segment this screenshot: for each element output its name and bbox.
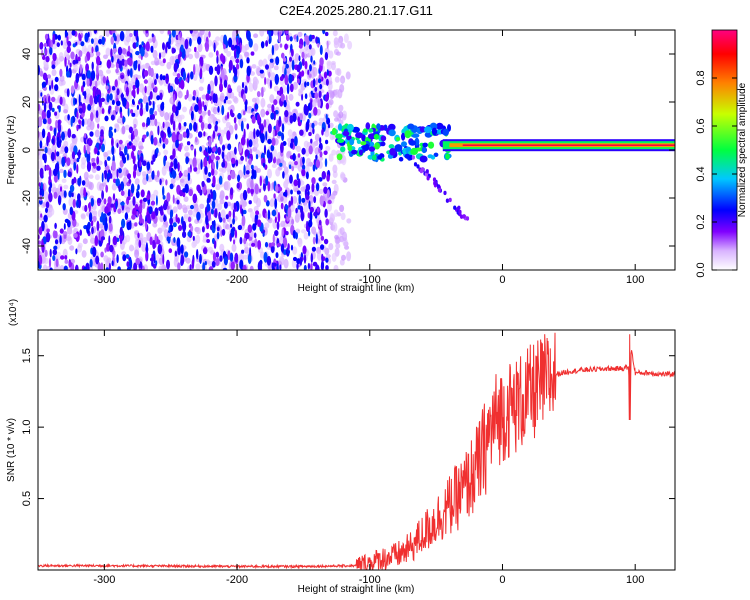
spectrogram-x-tick-label: -300 (93, 274, 115, 286)
colorbar: 0.0 0.2 0.4 0.6 0.8 Normalized spectral ampl… (695, 29, 748, 278)
colorbar-ticks: 0.0 0.2 0.4 0.6 0.8 (695, 70, 737, 278)
snr-x-ticks: -300 -200 -100 0 100 (93, 330, 644, 586)
colorbar-tick-label: 0.6 (695, 118, 707, 133)
snr-x-label: Height of straight line (km) (298, 584, 415, 595)
spectrogram-y-ticks: -40 -20 0 20 40 (21, 48, 675, 254)
spectrogram-y-tick-label: 20 (21, 96, 33, 108)
snr-x-tick-label: -300 (93, 574, 115, 586)
snr-y-tick-label: 0.5 (21, 491, 33, 506)
spectrogram-marks (38, 30, 675, 270)
spectrogram-y-tick-label: 40 (21, 48, 33, 60)
spectrogram-x-ticks: -300 -200 -100 0 100 (93, 30, 644, 286)
colorbar-gradient (711, 29, 738, 271)
snr-x-tick-label: -200 (226, 574, 248, 586)
snr-x-tick-label: 100 (626, 574, 644, 586)
spectrogram-y-tick-label: 0 (21, 147, 33, 153)
colorbar-tick-label: 0.2 (695, 214, 707, 229)
snr-y-ticks: 0.5 1.0 1.5 (21, 348, 675, 506)
colorbar-tick-label: 0.0 (695, 262, 707, 277)
spectrogram-y-tick-label: -20 (21, 190, 33, 206)
snr-plot-area (38, 330, 675, 570)
snr-y-tick-label: 1.0 (21, 419, 33, 434)
snr-y-label: SNR (10 * v/v) (6, 418, 17, 482)
colorbar-tick-label: 0.4 (695, 166, 707, 181)
snr-series-line (38, 332, 675, 570)
spectrogram-x-tick-label: -100 (359, 274, 381, 286)
colorbar-label: Normalized spectral amplitude (737, 82, 748, 217)
figure-title: C2E4.2025.280.21.17.G11 (279, 3, 433, 18)
spectrogram-y-tick-label: -40 (21, 238, 33, 254)
snr-x-tick-label: -100 (359, 574, 381, 586)
snr-panel: -300 -200 -100 0 100 0.5 1.0 1.5 Height of str… (6, 299, 676, 595)
snr-multiplier: (x10⁴) (8, 299, 19, 326)
spectrogram-y-label: Frequency (Hz) (6, 116, 17, 185)
spectrogram-x-tick-label: -200 (226, 274, 248, 286)
snr-y-tick-label: 1.5 (21, 348, 33, 363)
spectrogram-x-tick-label: 100 (626, 274, 644, 286)
spectrogram-x-label: Height of straight line (km) (298, 283, 415, 294)
spectrogram-x-tick-label: 0 (499, 274, 505, 286)
colorbar-tick-label: 0.8 (695, 70, 707, 85)
snr-frame (37, 329, 676, 571)
snr-x-tick-label: 0 (499, 574, 505, 586)
